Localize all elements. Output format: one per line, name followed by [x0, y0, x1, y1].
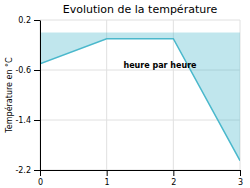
tick-label: 1 [105, 178, 110, 187]
tick: 2 [171, 170, 176, 187]
line [40, 39, 240, 161]
tick-mark [34, 170, 40, 171]
y-axis: 0.2 -0.6 -1.4 -2.2 [15, 16, 40, 175]
grid-line [40, 120, 240, 121]
y-axis-title: Température en °C [4, 57, 14, 134]
tick-label: -0.6 [15, 66, 31, 75]
tick-mark [34, 20, 40, 21]
tick-mark [107, 170, 108, 176]
tick-mark [34, 70, 40, 71]
axis-line [40, 21, 41, 171]
title: Evolution de la température [63, 3, 218, 16]
tick-label: 3 [238, 178, 243, 187]
tick: 0.2 [18, 16, 40, 25]
area [40, 33, 240, 161]
x-axis: 0 1 2 3 [38, 170, 243, 187]
tick: -1.4 [15, 116, 40, 125]
tick: -2.2 [15, 166, 40, 175]
tick: -0.6 [15, 66, 40, 75]
tick-label: -1.4 [15, 116, 31, 125]
tick-label: 0.2 [18, 16, 31, 25]
axis-line [41, 170, 241, 171]
tick: 0 [38, 170, 43, 187]
tick: 1 [105, 170, 110, 187]
grid-line [40, 20, 240, 21]
tick-mark [173, 170, 174, 176]
tick-mark [240, 170, 241, 176]
plot: 0 1 2 3 0.2 -0.6 -1.4 -2.2 heure par heure [15, 16, 243, 187]
grid-line [106, 20, 107, 170]
grid-line [40, 170, 240, 171]
tick: 3 [238, 170, 243, 187]
tick-label: -2.2 [15, 166, 31, 175]
tick-label: 0 [38, 178, 43, 187]
tick-mark [34, 120, 40, 121]
grid-line [173, 20, 174, 170]
grid-line [40, 20, 41, 170]
tick-mark [40, 170, 41, 176]
marks [40, 33, 240, 161]
chart: 0 1 2 3 0.2 -0.6 -1.4 -2.2 heure par heure Evolut… [0, 0, 250, 188]
annotation: heure par heure [123, 61, 197, 70]
tick-label: 2 [171, 178, 176, 187]
grid [40, 20, 240, 170]
